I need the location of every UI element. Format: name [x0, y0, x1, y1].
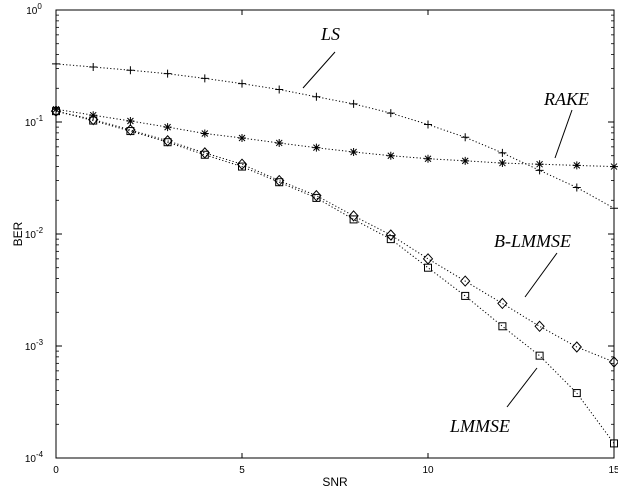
x-axis-label: SNR — [322, 475, 348, 489]
star-marker — [312, 143, 321, 152]
star-marker — [610, 162, 618, 171]
series-group — [50, 59, 618, 448]
diamond-marker — [534, 320, 545, 333]
square-marker — [386, 235, 395, 244]
plus-marker — [572, 183, 581, 192]
y-tick-label: 10-3 — [25, 338, 44, 353]
series-line — [55, 110, 615, 363]
plus-marker — [461, 133, 470, 142]
series-rake — [52, 105, 618, 171]
square-marker — [238, 162, 246, 171]
diamond-marker — [460, 275, 471, 287]
diamond-marker — [348, 210, 359, 222]
star-marker — [238, 133, 246, 142]
star-marker — [424, 154, 432, 163]
y-tick-label: 100 — [26, 2, 42, 17]
star-marker — [535, 160, 544, 169]
square-marker — [275, 178, 284, 187]
plus-marker — [238, 79, 246, 88]
curve-label-ls: LS — [320, 24, 340, 44]
square-marker — [349, 215, 358, 224]
square-marker — [535, 351, 544, 360]
star-marker — [349, 147, 358, 156]
curve-labels: LS RAKE B-LMMSE LMMSE — [302, 24, 589, 436]
diamond-marker — [571, 341, 582, 353]
curve-label-b-lmmse: B-LMMSE — [494, 231, 571, 251]
x-tick-label: 0 — [53, 465, 59, 476]
curve-label-rake: RAKE — [543, 89, 589, 109]
star-marker — [461, 156, 470, 165]
leader-line-ls — [302, 51, 336, 89]
star-marker — [572, 161, 581, 170]
leader-line-b-lmmse — [524, 252, 558, 298]
square-marker — [163, 138, 172, 147]
plus-marker — [312, 92, 321, 101]
star-marker — [275, 138, 284, 147]
square-marker — [200, 150, 209, 159]
y-tick-label: 10-1 — [25, 114, 44, 129]
diamond-marker — [497, 297, 508, 310]
series-ls — [52, 59, 618, 213]
diamond-marker — [608, 356, 618, 368]
y-tick-label: 10-4 — [25, 450, 44, 465]
square-marker — [312, 193, 321, 202]
plus-marker — [275, 85, 284, 94]
plus-marker — [163, 69, 172, 78]
axis-ticks: 0 5 10 15 10-4 10-3 10-2 10-1 100 — [25, 2, 618, 476]
plus-marker — [610, 204, 618, 213]
x-tick-label: 10 — [422, 465, 434, 476]
square-marker — [52, 107, 60, 116]
star-marker — [498, 159, 507, 168]
plus-marker — [424, 120, 432, 129]
diamond-marker — [236, 158, 248, 170]
plus-marker — [349, 99, 358, 108]
plus-marker — [498, 148, 507, 157]
plus-marker — [126, 66, 135, 75]
curve-label-lmmse: LMMSE — [449, 416, 510, 436]
plot-frame — [55, 9, 615, 459]
plus-marker — [89, 62, 98, 71]
square-marker — [461, 291, 470, 300]
plus-marker — [386, 109, 395, 118]
square-marker — [572, 389, 581, 398]
y-axis-label: BER — [11, 221, 25, 246]
square-marker — [89, 116, 98, 125]
x-tick-label: 15 — [608, 465, 618, 476]
series-lmmse — [52, 107, 618, 448]
leader-line-rake — [554, 109, 573, 159]
plus-marker — [52, 59, 60, 68]
star-marker — [200, 129, 209, 138]
square-marker — [126, 127, 135, 136]
y-tick-label: 10-2 — [25, 226, 44, 241]
square-marker — [498, 322, 507, 331]
star-marker — [52, 105, 60, 114]
star-marker — [163, 123, 172, 132]
x-tick-label: 5 — [239, 465, 245, 476]
plus-marker — [200, 74, 209, 83]
star-marker — [126, 117, 135, 126]
square-marker — [424, 263, 432, 272]
star-marker — [386, 151, 395, 160]
series-line — [55, 110, 615, 444]
leader-line-lmmse — [506, 367, 538, 408]
diamond-marker — [385, 229, 396, 241]
